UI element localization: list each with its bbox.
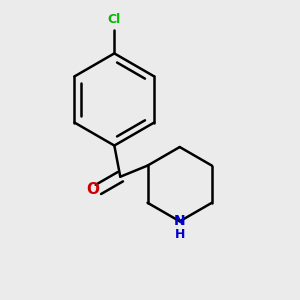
Text: N: N <box>174 214 185 228</box>
Text: Cl: Cl <box>108 13 121 26</box>
Text: O: O <box>86 182 100 197</box>
Text: H: H <box>175 228 185 241</box>
